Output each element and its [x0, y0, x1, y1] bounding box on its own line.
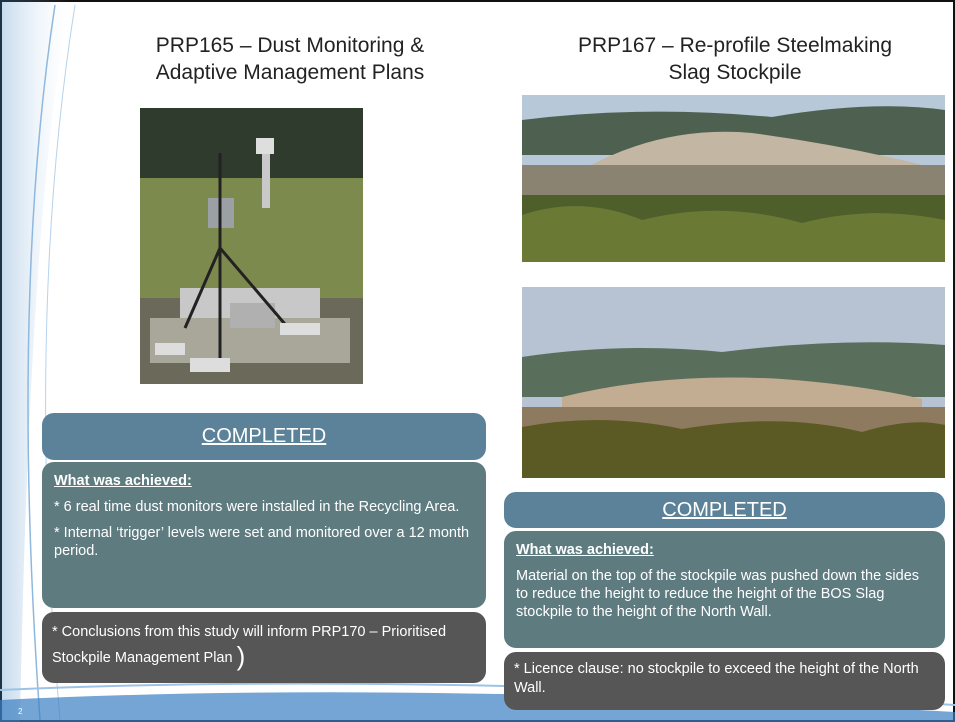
stockpile-photo-2 — [522, 287, 945, 478]
achievement-item: * 6 real time dust monitors were install… — [54, 498, 474, 516]
title-line: Slag Stockpile — [505, 59, 955, 86]
achievement-text: Material on the top of the stockpile was… — [516, 567, 933, 621]
title-line: Adaptive Management Plans — [60, 59, 520, 86]
achievements-heading: What was achieved: — [516, 541, 933, 559]
achievement-item: * Internal ‘trigger’ levels were set and… — [54, 524, 474, 560]
note-text: * Conclusions from this study will infor… — [52, 624, 446, 666]
note-box: * Licence clause: no stockpile to exceed… — [504, 652, 945, 710]
left-title: PRP165 – Dust Monitoring & Adaptive Mana… — [60, 32, 520, 86]
status-banner: COMPLETED — [504, 492, 945, 528]
note-box: * Conclusions from this study will infor… — [42, 612, 486, 683]
achievements-heading: What was achieved: — [54, 472, 474, 490]
note-text: ) — [237, 641, 246, 671]
achievements-box: What was achieved: * 6 real time dust mo… — [42, 462, 486, 608]
achievements-box: What was achieved: Material on the top o… — [504, 531, 945, 648]
slide-number: 2 — [18, 707, 22, 716]
note-text: * Licence clause: no stockpile to exceed… — [514, 661, 919, 696]
title-line: PRP167 – Re-profile Steelmaking — [505, 32, 955, 59]
right-title: PRP167 – Re-profile Steelmaking Slag Sto… — [505, 32, 955, 86]
title-line: PRP165 – Dust Monitoring & — [60, 32, 520, 59]
dust-monitor-photo — [140, 108, 363, 384]
slide: PRP165 – Dust Monitoring & Adaptive Mana… — [0, 0, 955, 722]
status-banner: COMPLETED — [42, 413, 486, 460]
stockpile-photo-1 — [522, 95, 945, 262]
